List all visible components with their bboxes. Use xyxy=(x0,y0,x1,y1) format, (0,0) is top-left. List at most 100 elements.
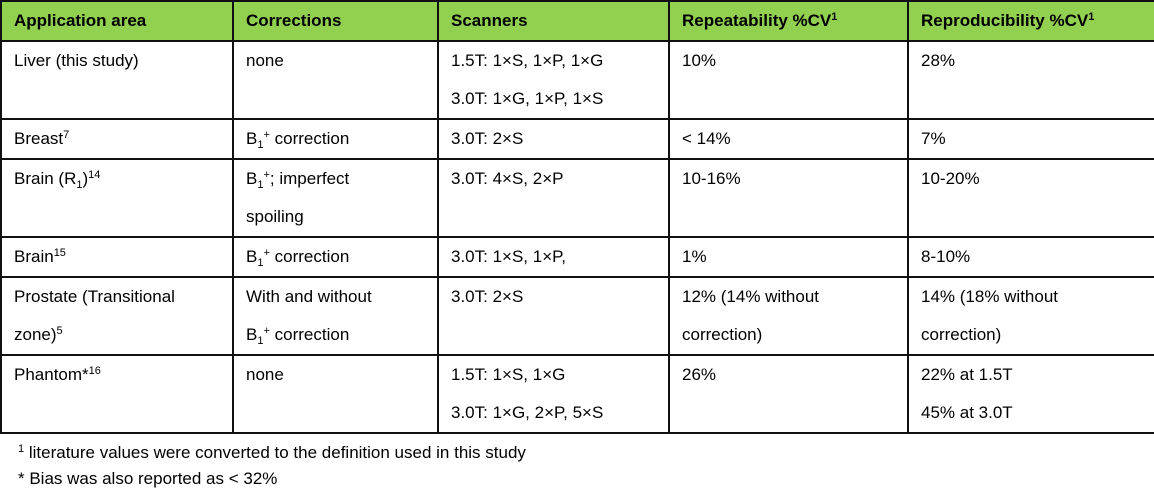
superscript: 15 xyxy=(53,247,66,259)
cell-line: correction) xyxy=(921,316,1144,354)
text-run: 1.5T: 1×S, 1×G xyxy=(451,365,566,384)
footnote-text: literature values were converted to the … xyxy=(24,443,526,462)
subscript: 1 xyxy=(257,179,264,191)
cell-line: 10-20% xyxy=(921,160,1144,198)
column-header-scanners: Scanners xyxy=(437,0,670,42)
cell-line: 7% xyxy=(921,120,1144,158)
text-run: 1% xyxy=(682,247,707,266)
text-run: Brain (R xyxy=(14,169,77,188)
cell-line: none xyxy=(246,356,427,394)
cell-line: B1+ correction xyxy=(246,120,427,158)
footnote-mark: 1 xyxy=(18,443,25,455)
footnote-1: 1 literature values were converted to th… xyxy=(18,440,1154,466)
cell-line: With and without xyxy=(246,278,427,316)
table-row: Brain15 B1+ correction 3.0T: 1×S, 1×P, 1% 8-… xyxy=(0,236,1154,278)
text-run: correction xyxy=(269,247,350,266)
superscript: 7 xyxy=(63,129,70,141)
superscript: 1 xyxy=(1088,11,1095,23)
cell-line: Breast7 xyxy=(14,120,222,158)
header-row: Application area Corrections Scanners Repea… xyxy=(0,0,1154,42)
cell-line: 3.0T: 1×G, 1×P, 1×S xyxy=(451,80,658,118)
text-run: 10-16% xyxy=(682,169,741,188)
superscript: + xyxy=(263,325,270,337)
text-run: 22% at 1.5T xyxy=(921,365,1013,384)
cell-scanners: 3.0T: 2×S xyxy=(437,276,670,356)
text-run: 3.0T: 2×S xyxy=(451,129,524,148)
cell-corrections: B1+ correction xyxy=(232,118,439,160)
text-run: 10-20% xyxy=(921,169,980,188)
cell-line: 1% xyxy=(682,238,897,276)
cell-application-area: Prostate (Transitional zone)5 xyxy=(0,276,234,356)
cell-line: Liver (this study) xyxy=(14,42,222,80)
subscript: 1 xyxy=(257,257,264,269)
text-run: 10% xyxy=(682,51,717,70)
cell-reproducibility: 8-10% xyxy=(907,236,1154,278)
cell-line: 12% (14% without xyxy=(682,278,897,316)
superscript: 14 xyxy=(88,169,101,181)
cell-reproducibility: 28% xyxy=(907,40,1154,120)
cell-line: spoiling xyxy=(246,198,427,236)
cell-line: 10% xyxy=(682,42,897,80)
text-run: zone) xyxy=(14,325,57,344)
text-run: B xyxy=(246,325,258,344)
cell-scanners: 3.0T: 1×S, 1×P, xyxy=(437,236,670,278)
cell-repeatability: 26% xyxy=(668,354,909,434)
cell-application-area: Liver (this study) xyxy=(0,40,234,120)
text-run: Brain xyxy=(14,247,54,266)
text-run: 8-10% xyxy=(921,247,971,266)
text-run: ) xyxy=(82,169,89,188)
text-run: B xyxy=(246,169,258,188)
column-header-application-area: Application area xyxy=(0,0,234,42)
text-run: 1.5T: 1×S, 1×P, 1×G xyxy=(451,51,604,70)
cell-repeatability: 12% (14% without correction) xyxy=(668,276,909,356)
cell-line: B1+ correction xyxy=(246,316,427,354)
comparison-table: Application area Corrections Scanners Repea… xyxy=(0,0,1154,434)
text-run: 3.0T: 4×S, 2×P xyxy=(451,169,564,188)
column-header-repeatability: Repeatability %CV1 xyxy=(668,0,909,42)
text-run: B xyxy=(246,129,258,148)
cell-line: 1.5T: 1×S, 1×G xyxy=(451,356,658,394)
text-run: B xyxy=(246,247,258,266)
cell-corrections: none xyxy=(232,40,439,120)
cell-scanners: 1.5T: 1×S, 1×G 3.0T: 1×G, 2×P, 5×S xyxy=(437,354,670,434)
cell-line: 3.0T: 1×S, 1×P, xyxy=(451,238,658,276)
text-run: 3.0T: 1×G, 2×P, 5×S xyxy=(451,403,604,422)
cell-reproducibility: 14% (18% without correction) xyxy=(907,276,1154,356)
cell-line: Prostate (Transitional xyxy=(14,278,222,316)
cell-corrections: B1+; imperfect spoiling xyxy=(232,158,439,238)
text-run: With and without xyxy=(246,287,372,306)
text-run: spoiling xyxy=(246,207,304,226)
text-run: correction) xyxy=(682,325,763,344)
cell-line: Brain (R1)14 xyxy=(14,160,222,198)
cell-line: zone)5 xyxy=(14,316,222,354)
cell-line: 3.0T: 2×S xyxy=(451,120,658,158)
cell-line: 28% xyxy=(921,42,1144,80)
cell-line: Brain15 xyxy=(14,238,222,276)
cell-application-area: Brain (R1)14 xyxy=(0,158,234,238)
text-run: 7% xyxy=(921,129,946,148)
cell-line: Phantom*16 xyxy=(14,356,222,394)
superscript: + xyxy=(263,129,270,141)
cell-application-area: Brain15 xyxy=(0,236,234,278)
cell-line: 3.0T: 2×S xyxy=(451,278,658,316)
cell-line: 1.5T: 1×S, 1×P, 1×G xyxy=(451,42,658,80)
table-row: Breast7 B1+ correction 3.0T: 2×S < 14% 7% xyxy=(0,118,1154,160)
text-run: 26% xyxy=(682,365,717,384)
cell-line: 8-10% xyxy=(921,238,1144,276)
text-run: ; imperfect xyxy=(269,169,350,188)
text-run: Application area xyxy=(14,11,147,30)
cell-corrections: With and without B1+ correction xyxy=(232,276,439,356)
text-run: Breast xyxy=(14,129,64,148)
cell-application-area: Breast7 xyxy=(0,118,234,160)
table-row: Brain (R1)14 B1+; imperfect spoiling 3.0T: … xyxy=(0,158,1154,238)
superscript: 1 xyxy=(831,11,838,23)
table-row: Liver (this study) none 1.5T: 1×S, 1×P, 1×… xyxy=(0,40,1154,120)
cell-repeatability: 1% xyxy=(668,236,909,278)
subscript: 1 xyxy=(257,335,264,347)
text-run: Scanners xyxy=(451,11,528,30)
superscript: 16 xyxy=(88,365,101,377)
text-run: none xyxy=(246,51,284,70)
text-run: 14% (18% without xyxy=(921,287,1059,306)
cell-corrections: none xyxy=(232,354,439,434)
cell-line: none xyxy=(246,42,427,80)
